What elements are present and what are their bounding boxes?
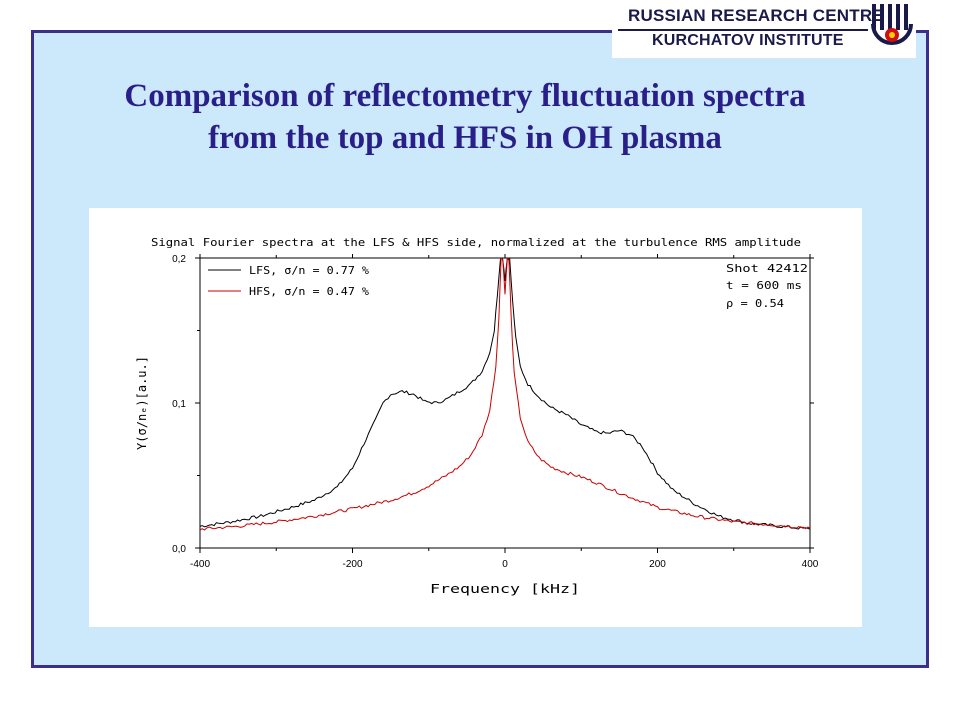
y-tick-label: 0,1 <box>172 399 186 410</box>
x-tick-label: 400 <box>802 559 819 570</box>
lfs-series-line <box>200 258 810 530</box>
shot-annotation: Shot 42412 t = 600 ms ρ = 0.54 <box>726 262 808 310</box>
series-layer <box>200 258 810 531</box>
x-tick-label: 200 <box>649 559 666 570</box>
logo-rule <box>618 29 868 31</box>
hfs-series-line <box>200 258 810 531</box>
x-tick-label: 0 <box>502 559 508 570</box>
slide-title: Comparison of reflectometry fluctuation … <box>40 75 890 159</box>
institute-logo: RUSSIAN RESEARCH CENTRE KURCHATOV INSTIT… <box>612 0 916 58</box>
legend-label-hfs: HFS, σ/n = 0.47 % <box>249 285 369 298</box>
chart-panel: Signal Fourier spectra at the LFS & HFS … <box>89 208 862 627</box>
axes-layer: -400 -200 0 200 400 0,0 0,1 0,2 <box>172 254 819 570</box>
annotation-time: t = 600 ms <box>726 279 802 292</box>
x-axis-label: Frequency [kHz] <box>430 582 580 596</box>
plot-area <box>199 257 811 549</box>
y-axis-label: Y(σ/nₑ)[a.u.] <box>135 356 149 450</box>
slide-title-line1: Comparison of reflectometry fluctuation … <box>124 78 806 114</box>
kurchatov-emblem-icon <box>871 4 913 45</box>
legend: LFS, σ/n = 0.77 % HFS, σ/n = 0.47 % <box>208 264 369 298</box>
legend-label-lfs: LFS, σ/n = 0.77 % <box>249 264 369 277</box>
slide-title-line2: from the top and HFS in OH plasma <box>208 120 722 156</box>
logo-line1: RUSSIAN RESEARCH CENTRE <box>628 6 884 25</box>
logo-line2: KURCHATOV INSTITUTE <box>652 32 844 49</box>
annotation-rho: ρ = 0.54 <box>726 297 784 310</box>
y-tick-label: 0,0 <box>172 544 186 555</box>
plot-frame <box>199 257 811 549</box>
x-tick-label: -400 <box>190 559 210 570</box>
annotation-shot: Shot 42412 <box>726 262 808 275</box>
y-tick-label: 0,2 <box>172 254 186 265</box>
x-tick-label: -200 <box>342 559 362 570</box>
chart-title: Signal Fourier spectra at the LFS & HFS … <box>151 237 801 249</box>
spectrum-chart: Signal Fourier spectra at the LFS & HFS … <box>135 237 819 596</box>
